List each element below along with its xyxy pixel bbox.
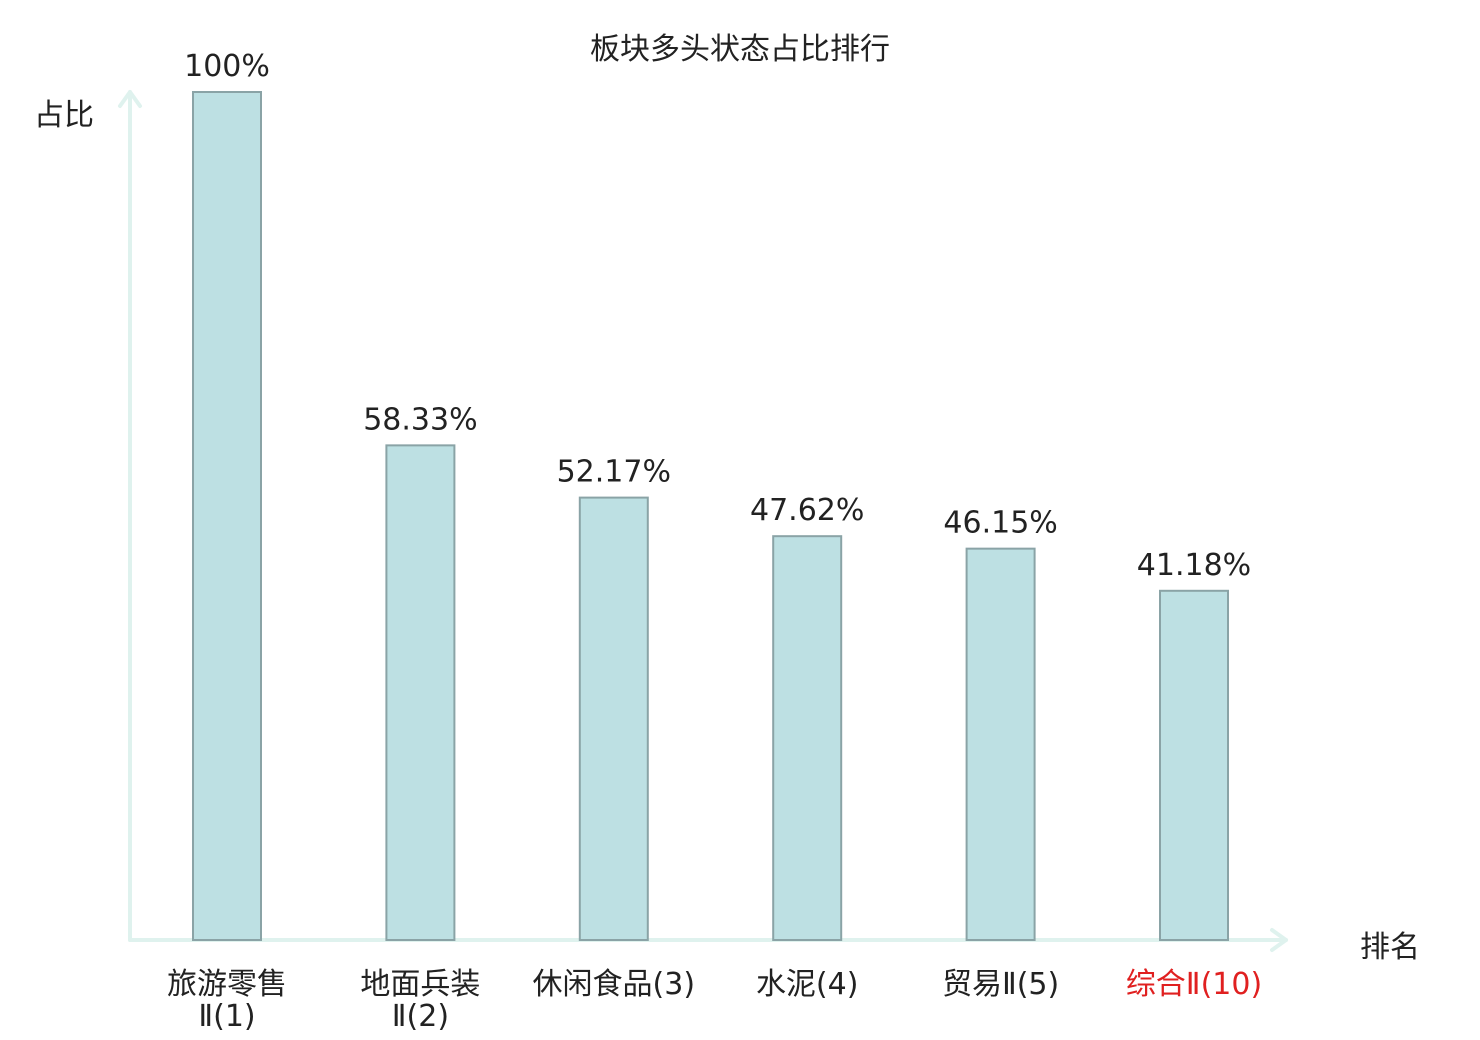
data-label: 46.15%	[943, 506, 1057, 541]
bars-group	[192, 91, 1229, 941]
x-axis-label: 排名	[1360, 930, 1420, 965]
data-label: 100%	[184, 49, 270, 84]
data-label: 58.33%	[363, 402, 477, 437]
bar	[385, 444, 456, 941]
x-tick-label: Ⅱ(2)	[392, 999, 449, 1034]
x-tick-label: 地面兵装	[360, 967, 480, 1002]
x-tick-label: 旅游零售	[167, 967, 287, 1002]
x-tick-label: 休闲食品(3)	[533, 967, 696, 1002]
x-tick-label: Ⅱ(1)	[198, 999, 255, 1034]
bar	[772, 535, 843, 941]
data-label: 41.18%	[1137, 548, 1251, 583]
bar	[578, 496, 649, 941]
data-label: 52.17%	[557, 455, 671, 490]
data-label: 47.62%	[750, 493, 864, 528]
bar	[965, 547, 1036, 941]
x-tick-label: 贸易Ⅱ(5)	[942, 967, 1059, 1002]
y-axis-arrow-icon	[118, 90, 142, 108]
x-axis-arrow-icon	[1270, 928, 1288, 952]
bar	[192, 91, 262, 941]
x-tick-label: 水泥(4)	[756, 967, 859, 1002]
y-axis-label: 占比	[34, 98, 94, 133]
chart-title: 板块多头状态占比排行	[590, 32, 890, 67]
x-tick-label: 综合Ⅱ(10)	[1126, 967, 1262, 1002]
bar	[1159, 589, 1229, 941]
axes	[118, 90, 1288, 952]
